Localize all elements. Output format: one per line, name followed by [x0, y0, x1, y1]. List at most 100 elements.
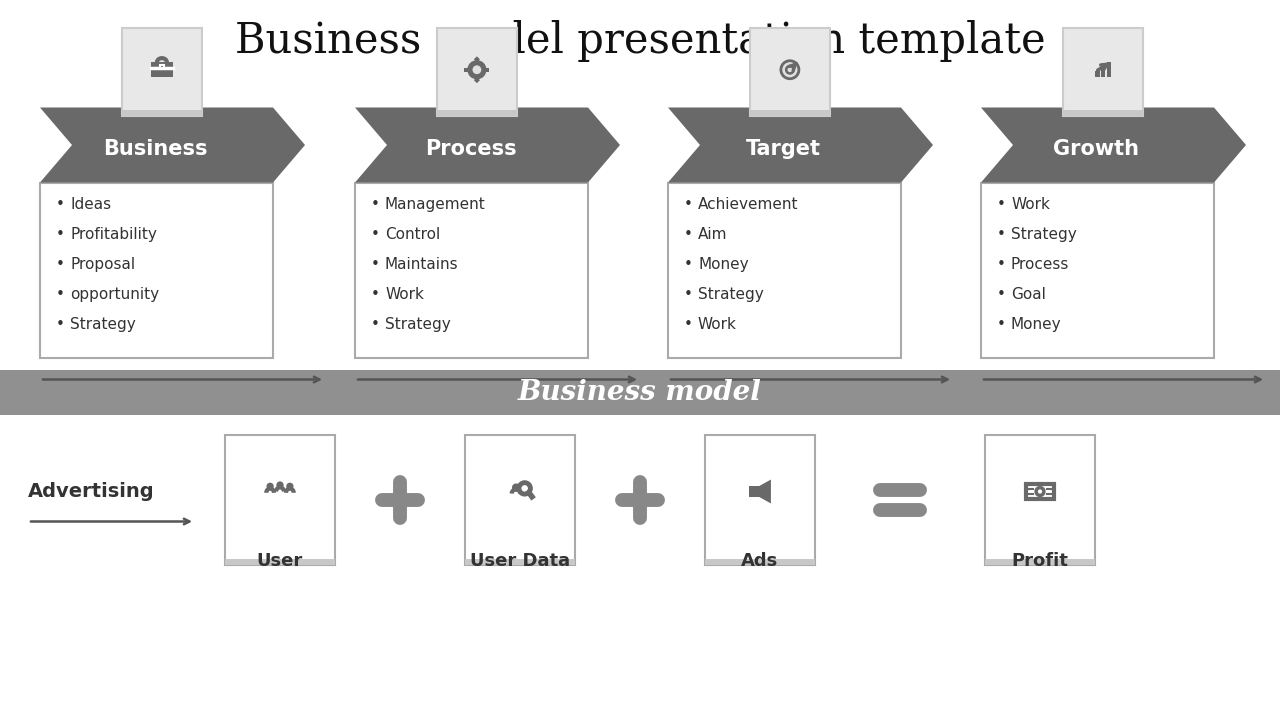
Bar [1027, 484, 1053, 499]
Circle shape [780, 59, 800, 80]
Bar [705, 434, 815, 564]
Text: •: • [997, 257, 1006, 272]
Bar [1062, 109, 1143, 115]
Text: Process: Process [425, 139, 516, 159]
Bar [750, 27, 829, 115]
Polygon shape [40, 107, 305, 182]
Text: •: • [56, 287, 65, 302]
Bar [160, 65, 164, 68]
Bar [1062, 27, 1143, 115]
Circle shape [785, 65, 795, 75]
Bar [225, 559, 335, 564]
Text: Advertising: Advertising [28, 482, 155, 501]
Text: Work: Work [698, 317, 737, 332]
Text: •: • [371, 287, 380, 302]
Text: •: • [684, 317, 692, 332]
Text: Management: Management [385, 197, 485, 212]
Polygon shape [668, 107, 933, 182]
Text: Ads: Ads [741, 552, 778, 570]
Text: Maintains: Maintains [385, 257, 458, 272]
Bar [474, 56, 480, 62]
Text: •: • [56, 257, 65, 272]
Polygon shape [980, 107, 1245, 182]
Bar [436, 109, 517, 115]
Circle shape [782, 62, 797, 77]
Bar [750, 109, 829, 115]
Bar [436, 27, 517, 115]
Text: Target: Target [746, 139, 820, 159]
Text: Work: Work [1011, 197, 1050, 212]
Bar [122, 109, 202, 115]
Text: User: User [257, 552, 303, 570]
Bar [225, 434, 335, 564]
Text: Process: Process [1011, 257, 1069, 272]
Text: Strategy: Strategy [1011, 227, 1076, 242]
Text: •: • [997, 197, 1006, 212]
Text: •: • [56, 197, 65, 212]
Text: •: • [371, 197, 380, 212]
Text: Strategy: Strategy [698, 287, 764, 302]
Text: Control: Control [385, 227, 440, 242]
Polygon shape [355, 107, 620, 182]
Bar [151, 63, 173, 77]
Text: •: • [371, 257, 380, 272]
Text: •: • [684, 287, 692, 302]
Text: Growth: Growth [1053, 139, 1139, 159]
Text: Money: Money [698, 257, 749, 272]
Bar [986, 434, 1094, 564]
Circle shape [266, 482, 274, 490]
Text: Goal: Goal [1011, 287, 1046, 302]
Bar [668, 182, 901, 358]
Text: •: • [371, 317, 380, 332]
Bar [1096, 71, 1100, 77]
Bar [474, 56, 480, 62]
Text: •: • [56, 317, 65, 332]
Bar [474, 77, 480, 83]
Text: •: • [371, 227, 380, 242]
Circle shape [787, 68, 792, 72]
Text: Business model presentation template: Business model presentation template [234, 20, 1046, 62]
Bar [749, 486, 759, 497]
Text: •: • [684, 257, 692, 272]
Circle shape [472, 66, 481, 74]
Bar [465, 68, 468, 72]
Text: Profit: Profit [1011, 552, 1069, 570]
Text: Proposal: Proposal [70, 257, 136, 272]
Bar [122, 27, 202, 115]
Bar [980, 182, 1213, 358]
Text: •: • [56, 227, 65, 242]
Text: Business model: Business model [518, 379, 762, 405]
Bar [1106, 63, 1111, 77]
Circle shape [467, 60, 486, 79]
Text: Money: Money [1011, 317, 1061, 332]
Text: Profitability: Profitability [70, 227, 157, 242]
Bar [0, 369, 1280, 415]
Text: Work: Work [385, 287, 424, 302]
Text: •: • [684, 197, 692, 212]
Bar [485, 68, 489, 72]
Text: •: • [997, 317, 1006, 332]
Bar [465, 559, 575, 564]
Bar [465, 68, 468, 72]
Text: •: • [997, 227, 1006, 242]
Bar [40, 182, 273, 358]
Polygon shape [759, 480, 771, 503]
Bar [705, 559, 815, 564]
Bar [355, 182, 588, 358]
Bar [986, 559, 1094, 564]
Text: opportunity: opportunity [70, 287, 159, 302]
Circle shape [287, 482, 293, 490]
Text: •: • [997, 287, 1006, 302]
Bar [465, 434, 575, 564]
Circle shape [276, 482, 284, 489]
Text: •: • [684, 227, 692, 242]
Text: Ideas: Ideas [70, 197, 111, 212]
Bar [1101, 66, 1106, 77]
Bar [474, 77, 480, 83]
Text: Strategy: Strategy [70, 317, 136, 332]
Text: Business: Business [104, 139, 207, 159]
Bar [485, 68, 489, 72]
Text: Achievement: Achievement [698, 197, 799, 212]
Circle shape [512, 483, 520, 492]
Text: User Data: User Data [470, 552, 570, 570]
